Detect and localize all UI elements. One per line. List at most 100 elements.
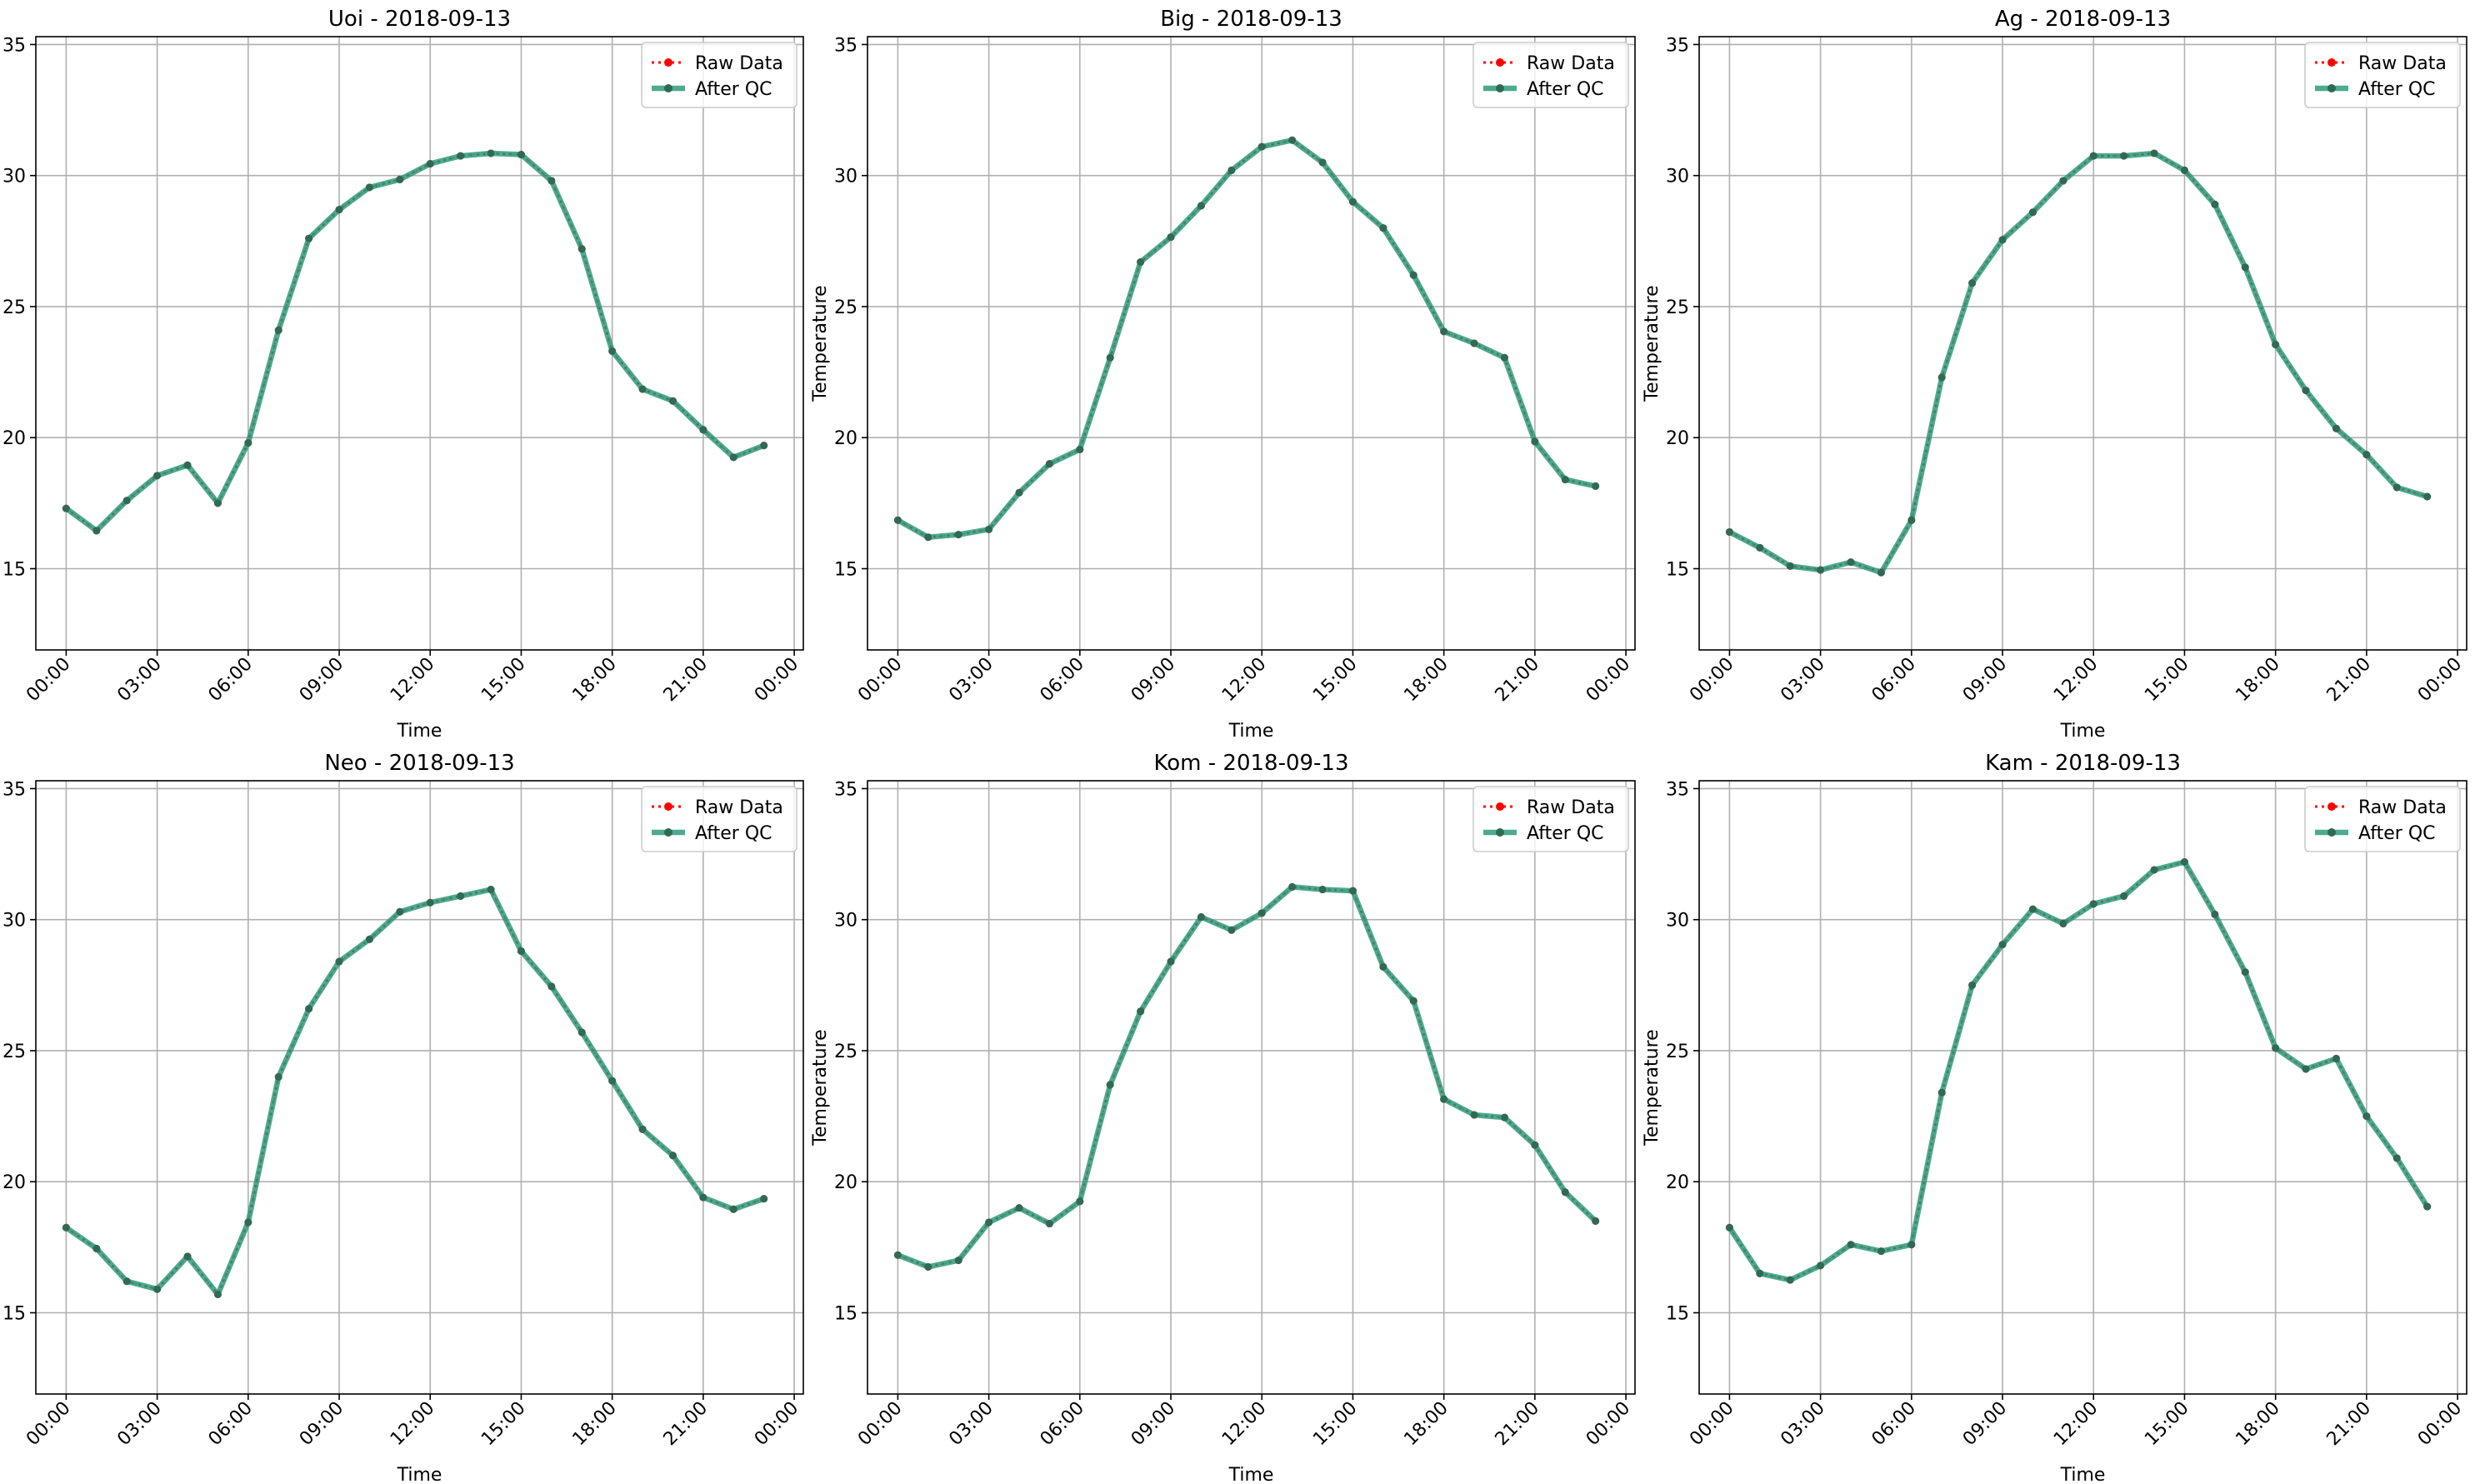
axes-frame (1698, 780, 2468, 1395)
plot-area (62, 149, 768, 535)
data-point-after-qc (274, 1072, 282, 1081)
legend-marker-after-qc (664, 828, 672, 837)
data-point-after-qc (1409, 271, 1418, 279)
data-point-after-qc (893, 516, 902, 524)
x-tick-label: 00:00 (22, 1398, 75, 1451)
data-point-after-qc (668, 1152, 677, 1160)
x-tick-label: 03:00 (945, 1398, 998, 1451)
data-point-after-qc (1998, 941, 2007, 949)
data-point-after-qc (2180, 858, 2188, 867)
y-tick-label: 20 (1666, 428, 1689, 449)
series-after-qc (893, 136, 1600, 542)
x-axis-label: Time (1228, 1465, 1274, 1484)
data-point-after-qc (213, 499, 222, 507)
y-tick-label: 25 (2, 1042, 26, 1062)
data-point-after-qc (335, 206, 343, 214)
x-axis-label: Time (397, 721, 442, 742)
plot-area (62, 886, 768, 1298)
legend: Raw Data After QC (2304, 42, 2461, 108)
x-tick-label: 00:00 (751, 1398, 803, 1451)
data-point-after-qc (1076, 1197, 1084, 1206)
data-point-after-qc (426, 898, 434, 907)
x-tick-label: 12:00 (387, 654, 439, 707)
data-point-after-qc (924, 1262, 932, 1271)
x-tick-label: 12:00 (1218, 1398, 1271, 1451)
x-tick-label: 15:00 (2141, 654, 2193, 707)
data-point-after-qc (2180, 166, 2188, 174)
data-point-after-qc (2302, 387, 2310, 395)
data-point-after-qc (1228, 166, 1236, 174)
y-tick-label: 30 (1666, 911, 1689, 932)
data-point-after-qc (62, 1223, 70, 1232)
data-point-after-qc (1106, 1081, 1114, 1089)
data-point-after-qc (1106, 353, 1114, 362)
data-point-after-qc (244, 1218, 252, 1227)
y-tick-label: 25 (834, 1042, 858, 1062)
data-point-after-qc (608, 347, 617, 355)
y-tick-label: 15 (1666, 559, 1689, 580)
legend-label: Raw Data (2358, 797, 2447, 818)
x-tick-label: 09:00 (1128, 654, 1180, 707)
series-raw-data (893, 882, 1600, 1271)
x-tick-label: 18:00 (568, 654, 621, 707)
x-tick-label: 03:00 (945, 654, 998, 707)
data-point-after-qc (699, 426, 708, 434)
data-point-after-qc (548, 177, 556, 185)
data-point-after-qc (2211, 910, 2219, 918)
x-tick-label: 06:00 (205, 654, 258, 707)
series-line-raw-data (65, 152, 765, 532)
series-line-after-qc (1727, 859, 2430, 1283)
series-overlay-line (1728, 861, 2428, 1282)
x-tick-label: 00:00 (2414, 1398, 2467, 1451)
data-point-after-qc (1228, 926, 1236, 934)
series-line-after-qc (1728, 150, 2428, 576)
data-point-after-qc (183, 1252, 192, 1261)
plot-area (1725, 858, 2432, 1284)
legend-label: After QC (1527, 823, 1604, 844)
legend-box (2304, 786, 2461, 852)
data-point-after-qc (305, 1005, 313, 1013)
y-axis-label: Temperature (1642, 285, 1662, 402)
data-point-after-qc (1908, 516, 1916, 524)
data-point-after-qc (1531, 1141, 1539, 1149)
series-raw-data (1725, 149, 2432, 577)
x-tick-label: 00:00 (1686, 654, 1738, 707)
data-point-after-qc (2150, 866, 2158, 874)
data-point-after-qc (638, 385, 647, 393)
data-point-after-qc (1561, 1188, 1569, 1197)
data-point-after-qc (1045, 1220, 1053, 1228)
series-raw-data (62, 149, 768, 535)
data-point-after-qc (517, 151, 525, 159)
data-point-after-qc (954, 1257, 962, 1265)
data-point-after-qc (1348, 197, 1357, 206)
axes-frame (35, 780, 804, 1395)
data-point-after-qc (1318, 886, 1327, 894)
x-tick-label: 18:00 (1400, 654, 1452, 707)
data-point-after-qc (1877, 1247, 1885, 1256)
x-tick-label: 21:00 (660, 1398, 712, 1451)
data-point-after-qc (122, 497, 131, 505)
data-point-after-qc (1500, 1113, 1508, 1122)
series-line-raw-data (897, 138, 1596, 539)
chart-panel-5: 15 20 25 30 35 00:00 03:00 06:00 09:00 12:00 15:00… (810, 751, 1636, 1484)
data-point-after-qc (2089, 152, 2098, 160)
data-point-after-qc (729, 1205, 738, 1213)
data-point-after-qc (1877, 568, 1885, 577)
legend: Raw Data After QC (1472, 786, 1629, 852)
data-point-after-qc (426, 160, 434, 168)
x-tick-label: 06:00 (1868, 1398, 1921, 1451)
data-point-after-qc (1258, 142, 1266, 151)
data-point-after-qc (699, 1193, 708, 1202)
y-tick-label: 25 (2, 297, 26, 318)
y-tick-label: 20 (1666, 1172, 1689, 1193)
legend-marker-after-qc (1496, 84, 1504, 92)
chart-panel-6: 15 20 25 30 35 00:00 03:00 06:00 09:00 12:00 15:00… (1642, 751, 2468, 1484)
data-point-after-qc (1725, 527, 1733, 536)
legend-label: Raw Data (1527, 797, 1615, 818)
data-point-after-qc (668, 397, 677, 405)
x-tick-label: 00:00 (2414, 654, 2467, 707)
data-point-after-qc (1137, 257, 1145, 266)
plot-area (893, 136, 1600, 542)
data-point-after-qc (1786, 1276, 1794, 1284)
data-point-after-qc (62, 504, 70, 512)
